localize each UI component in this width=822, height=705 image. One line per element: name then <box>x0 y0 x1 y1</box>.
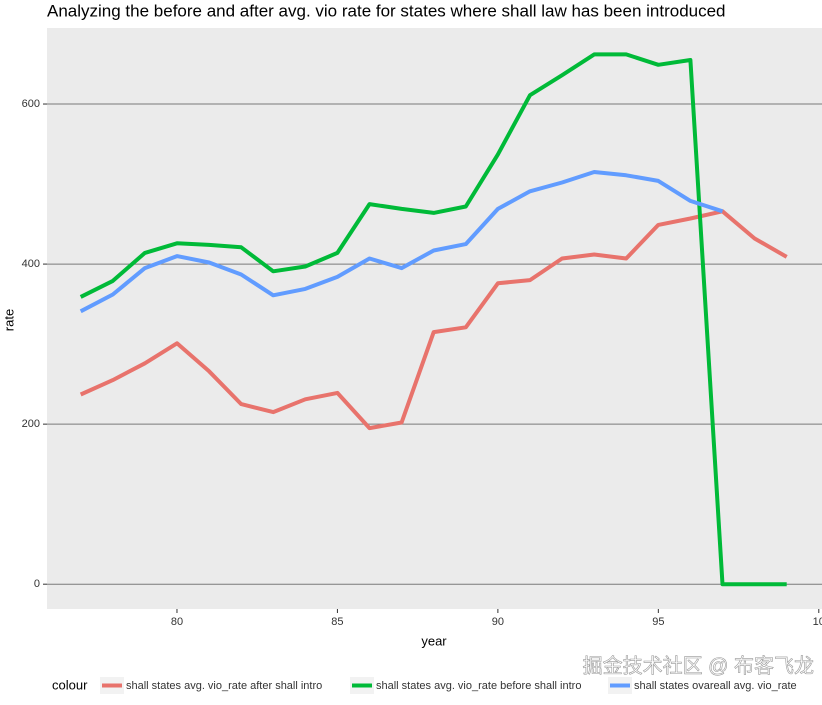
series-line <box>79 170 724 314</box>
y-axis-label: rate <box>1 309 16 331</box>
x-tick-label: 80 <box>171 616 183 628</box>
legend-title: colour <box>52 677 88 692</box>
legend-label: shall states avg. vio_rate after shall i… <box>126 680 322 692</box>
x-tick-label: 10 <box>813 616 822 628</box>
x-tick-label: 95 <box>652 616 664 628</box>
watermark: 掘金技术社区 @ 布客飞龙 <box>583 654 814 677</box>
series-line <box>79 52 787 587</box>
x-axis-label: year <box>421 633 447 648</box>
y-tick-label: 0 <box>34 578 40 590</box>
series-line <box>79 209 788 431</box>
y-tick-label: 400 <box>22 258 40 270</box>
y-tick-label: 600 <box>22 98 40 110</box>
x-tick-label: 85 <box>331 616 343 628</box>
y-tick-label: 200 <box>22 418 40 430</box>
legend-label: shall states ovareall avg. vio_rate <box>634 680 797 692</box>
legend-label: shall states avg. vio_rate before shall … <box>376 680 581 692</box>
chart-title: Analyzing the before and after avg. vio … <box>47 1 726 20</box>
x-tick-label: 90 <box>492 616 504 628</box>
